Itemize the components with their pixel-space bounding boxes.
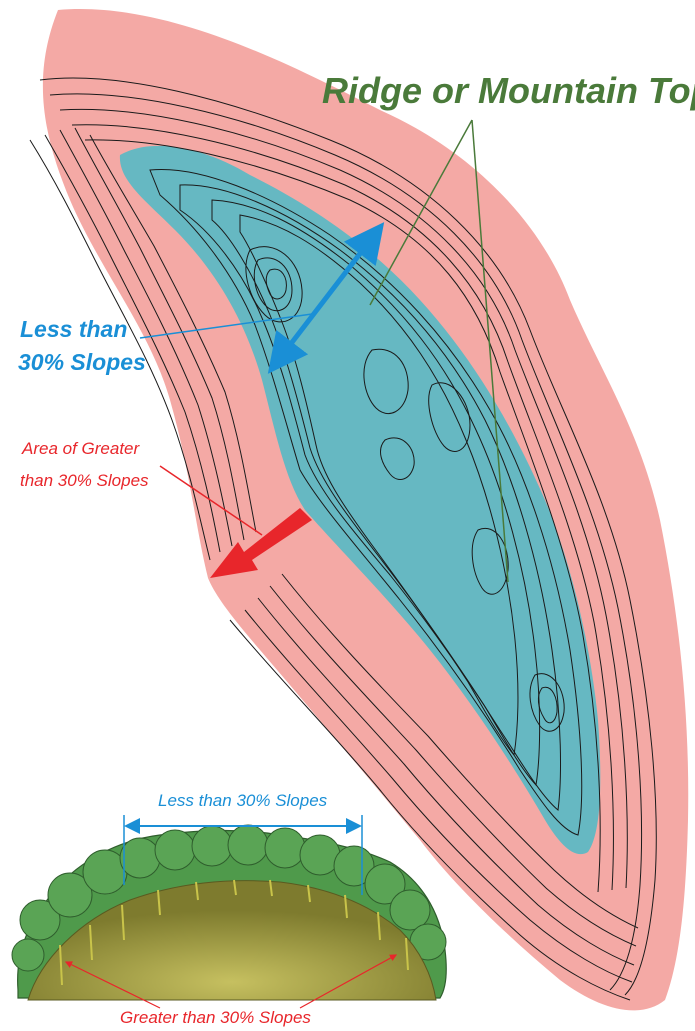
greater-than-label-line2: than 30% Slopes: [20, 471, 149, 490]
less-than-label-line1: Less than: [20, 316, 127, 342]
ridge-leader-lines: [369, 119, 509, 583]
contour-lines-outer: [29, 77, 657, 1001]
less-than-leader-line: [139, 313, 313, 339]
greater-than-label-line1: Area of Greater: [21, 439, 141, 458]
cross-greater-label: Greater than 30% Slopes: [120, 1008, 311, 1027]
less-than-30-arrow: [267, 222, 385, 374]
cross-less-label: Less than 30% Slopes: [158, 791, 328, 810]
cross-greater-pointer-right: [299, 954, 398, 1009]
greater-than-30-arrow: [210, 508, 312, 578]
greater-than-leader-line: [159, 465, 263, 536]
ground-mound: [27, 880, 437, 1001]
ridge-zone: [119, 145, 601, 855]
contour-lines-inner: [149, 168, 583, 836]
less-than-label-line2: 30% Slopes: [18, 349, 146, 375]
ridge-label: Ridge or Mountain Top: [322, 70, 695, 111]
cross-section: Less than 30% Slopes Greater than 30% Sl…: [11, 791, 447, 1027]
cross-greater-pointer-left: [64, 961, 161, 1009]
